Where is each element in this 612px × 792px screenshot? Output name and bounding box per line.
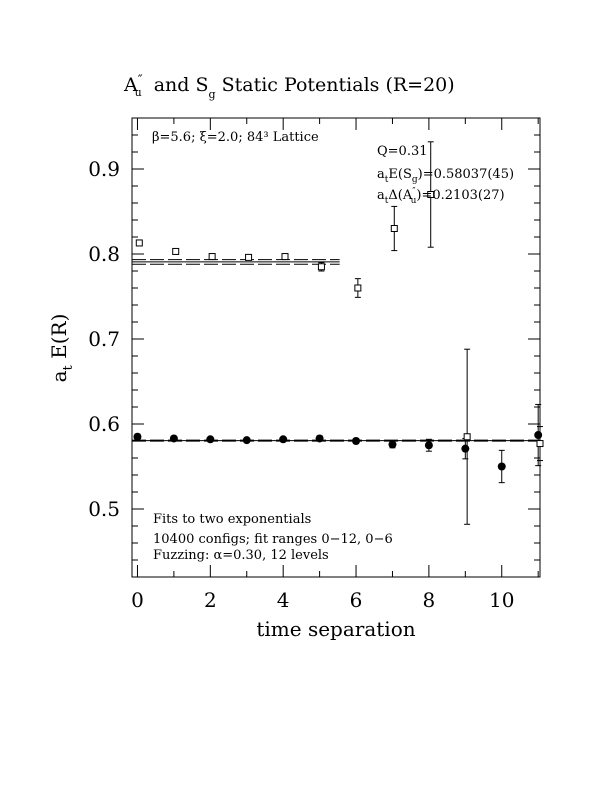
y-tick-label: 0.8 [88,242,120,266]
data-point [133,432,142,441]
data-marks [133,141,544,525]
data-point [497,462,506,471]
fit-gap: atΔ(A″ u)=0.2103(27) [377,187,505,206]
note-configs: 10400 configs; fit ranges 0−12, 0−6 [153,532,393,547]
y-label-a: a [47,370,71,382]
axis-ticks [132,117,540,578]
fit-energy: atE(Sg)=0.58037(45) [377,167,514,185]
y-label-rest: E(R) [47,314,71,366]
data-point [317,263,325,271]
y-tick-label: 0.5 [88,497,120,521]
data-point [424,441,433,450]
y-tick-label: 0.7 [88,327,120,351]
data-point [463,433,471,441]
data-point [206,435,215,444]
title-s-sub: g [209,88,216,101]
x-tick-label: 4 [277,588,290,612]
x-tick-label: 8 [423,588,436,612]
data-point [172,247,180,255]
data-point [534,431,543,440]
data-point [354,284,362,292]
data-point [390,225,398,232]
x-tick-label: 2 [204,588,217,612]
data-point [352,437,361,445]
x-axis-label: time separation [256,617,415,641]
data-point [536,440,544,448]
title-a: A [123,74,138,96]
data-point [135,239,143,247]
data-point [169,434,178,443]
data-point [315,434,324,443]
data-point [461,444,470,453]
data-point [245,253,253,261]
x-tick-label: 0 [131,588,144,612]
data-point [281,253,289,261]
x-tick-label: 10 [489,588,514,612]
lattice-info: β=5.6; ξ=2.0; 84³ Lattice [152,130,319,145]
data-point [427,191,435,198]
x-tick-label: 6 [350,588,363,612]
y-tick-label: 0.9 [88,157,120,181]
note-fits: Fits to two exponentials [153,512,311,527]
data-point [242,436,251,445]
fit-lines [132,259,540,442]
plot-frame [131,117,541,578]
data-point [208,253,216,261]
title-rest: Static Potentials (R=20) [216,74,455,96]
y-label-sub: t [61,364,76,370]
data-point [279,435,288,444]
fit-q: Q=0.31 [377,144,428,159]
title-a-sup: ″ [138,73,143,88]
y-axis-label: at E(R) [47,314,76,383]
y-tick-label: 0.6 [88,412,120,436]
data-point [388,440,397,449]
tick-labels: 0 2 4 6 8 10 0.5 0.6 0.7 0.8 0.9 [88,157,514,612]
note-fuzzing: Fuzzing: α=0.30, 12 levels [153,548,329,563]
title-a-sub: u [135,86,142,99]
chart-title: A″ u and Sg Static Potentials (R=20) [123,73,455,101]
title-mid: and S [148,74,209,96]
